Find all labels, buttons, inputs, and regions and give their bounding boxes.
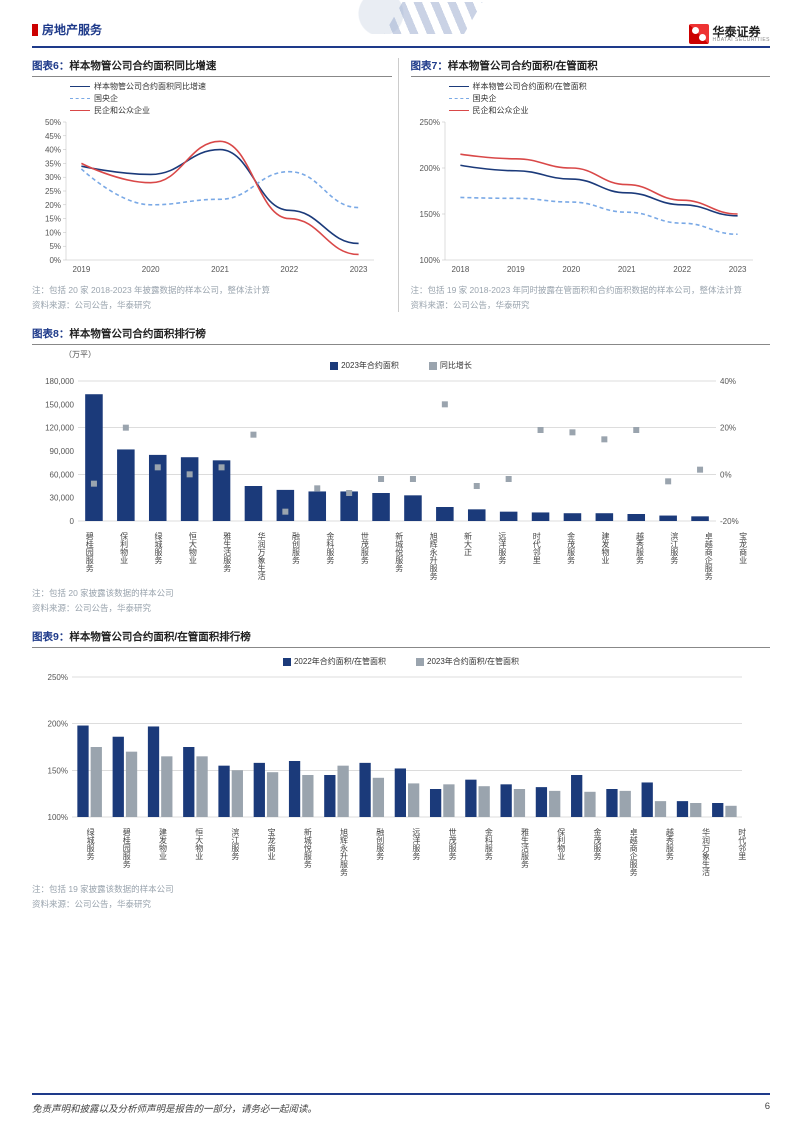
chart8-ylabel: （万平） — [64, 349, 770, 360]
chart7-container: 图表7：样本物管公司合约面积/在管面积 样本物管公司合约面积/在管面积国央企民企… — [411, 58, 771, 312]
svg-text:100%: 100% — [419, 256, 439, 265]
svg-text:250%: 250% — [419, 118, 439, 127]
chart6-title: 图表6：样本物管公司合约面积同比增速 — [32, 58, 392, 77]
svg-text:2021: 2021 — [211, 265, 229, 274]
svg-text:2019: 2019 — [73, 265, 91, 274]
footer-disclaimer: 免责声明和披露以及分析师声明是报告的一部分，请务必一起阅读。 — [32, 1101, 317, 1115]
chart7-note1: 注：包括 19 家 2018-2023 年同时披露在管面积和合约面积数据的样本公… — [411, 285, 771, 296]
chart9-note2: 资料来源：公司公告，华泰研究 — [32, 899, 770, 910]
svg-text:150%: 150% — [419, 210, 439, 219]
chart8-note2: 资料来源：公司公告，华泰研究 — [32, 603, 770, 614]
svg-text:30%: 30% — [45, 173, 61, 182]
svg-text:90,000: 90,000 — [50, 447, 75, 456]
svg-text:200%: 200% — [419, 164, 439, 173]
svg-text:2023: 2023 — [728, 265, 746, 274]
chart9-note1: 注：包括 19 家披露该数据的样本公司 — [32, 884, 770, 895]
chart6-legend: 样本物管公司合约面积同比增速国央企民企和公众企业 — [70, 81, 392, 116]
chart8-categories: 碧桂园服务保利物业绿城服务恒大物业雅生活服务华润万象生活融创服务金科服务世茂服务… — [72, 532, 760, 580]
svg-text:10%: 10% — [45, 228, 61, 237]
logo-text-en: HUATAI SECURITIES — [713, 38, 771, 43]
chart8-container: 图表8：样本物管公司合约面积排行榜 （万平） 2023年合约面积同比增长 0 30… — [32, 326, 770, 615]
svg-text:2021: 2021 — [617, 265, 635, 274]
svg-text:5%: 5% — [49, 242, 61, 251]
chart8-note1: 注：包括 20 家披露该数据的样本公司 — [32, 588, 770, 599]
svg-text:20%: 20% — [45, 201, 61, 210]
logo-text-cn: 华泰证券 — [713, 26, 771, 38]
svg-text:40%: 40% — [720, 377, 736, 386]
chart7-note2: 资料来源：公司公告，华泰研究 — [411, 300, 771, 311]
chart9-plot: 100% 150% 200% 250% — [32, 673, 752, 823]
svg-text:-20%: -20% — [720, 517, 739, 526]
chart9-title: 图表9：样本物管公司合约面积/在管面积排行榜 — [32, 629, 770, 648]
svg-text:150,000: 150,000 — [45, 400, 74, 409]
section-heading: 房地产服务 — [32, 24, 102, 36]
svg-text:250%: 250% — [48, 673, 68, 682]
header-decoration — [301, 0, 501, 34]
chart8-legend: 2023年合约面积同比增长 — [32, 360, 770, 371]
chart6-note1: 注：包括 20 家 2018-2023 年披露数据的样本公司，整体法计算 — [32, 285, 392, 296]
svg-text:2023: 2023 — [350, 265, 368, 274]
svg-text:2022: 2022 — [280, 265, 298, 274]
svg-text:0: 0 — [70, 517, 75, 526]
svg-text:50%: 50% — [45, 118, 61, 127]
svg-text:2022: 2022 — [673, 265, 691, 274]
chart8-plot: 0 30,000 60,000 90,000 120,000 150,000 180,000… — [32, 377, 752, 527]
svg-text:150%: 150% — [48, 766, 68, 775]
chart6-plot: 0% 5% 10% 15% 20% 25% 30% 35% 40% 45% 50% 2019 2020 2… — [32, 118, 382, 278]
page-number: 6 — [765, 1101, 770, 1115]
svg-text:15%: 15% — [45, 215, 61, 224]
svg-text:40%: 40% — [45, 146, 61, 155]
svg-text:2020: 2020 — [142, 265, 160, 274]
brand-logo: 华泰证券 HUATAI SECURITIES — [689, 24, 771, 44]
svg-text:25%: 25% — [45, 187, 61, 196]
svg-text:45%: 45% — [45, 132, 61, 141]
svg-text:0%: 0% — [720, 470, 732, 479]
svg-text:2020: 2020 — [562, 265, 580, 274]
svg-text:2018: 2018 — [451, 265, 469, 274]
svg-text:20%: 20% — [720, 424, 736, 433]
svg-text:2019: 2019 — [506, 265, 524, 274]
chart9-categories: 绿城服务碧桂园服务建发物业恒大物业滨江服务宝龙商业新城悦服务旭辉永升服务融创服务… — [72, 828, 760, 876]
logo-icon — [689, 24, 709, 44]
svg-text:0%: 0% — [49, 256, 61, 265]
svg-text:30,000: 30,000 — [50, 494, 75, 503]
chart7-legend: 样本物管公司合约面积/在管面积国央企民企和公众企业 — [449, 81, 771, 116]
chart6-note2: 资料来源：公司公告，华泰研究 — [32, 300, 392, 311]
page-footer: 免责声明和披露以及分析师声明是报告的一部分，请务必一起阅读。 6 — [32, 1093, 770, 1115]
chart7-title: 图表7：样本物管公司合约面积/在管面积 — [411, 58, 771, 77]
svg-text:35%: 35% — [45, 159, 61, 168]
svg-text:200%: 200% — [48, 720, 68, 729]
svg-text:100%: 100% — [48, 813, 68, 822]
chart8-title: 图表8：样本物管公司合约面积排行榜 — [32, 326, 770, 345]
chart7-plot: 100% 150% 200% 250% 2018 2019 2020 2021 2022 2023 — [411, 118, 761, 278]
svg-text:180,000: 180,000 — [45, 377, 74, 386]
chart9-legend: 2022年合约面积/在管面积2023年合约面积/在管面积 — [32, 656, 770, 667]
chart9-container: 图表9：样本物管公司合约面积/在管面积排行榜 2022年合约面积/在管面积202… — [32, 629, 770, 911]
svg-text:120,000: 120,000 — [45, 424, 74, 433]
chart6-container: 图表6：样本物管公司合约面积同比增速 样本物管公司合约面积同比增速国央企民企和公… — [32, 58, 399, 312]
chart-row-6-7: 图表6：样本物管公司合约面积同比增速 样本物管公司合约面积同比增速国央企民企和公… — [32, 58, 770, 312]
svg-text:60,000: 60,000 — [50, 470, 75, 479]
